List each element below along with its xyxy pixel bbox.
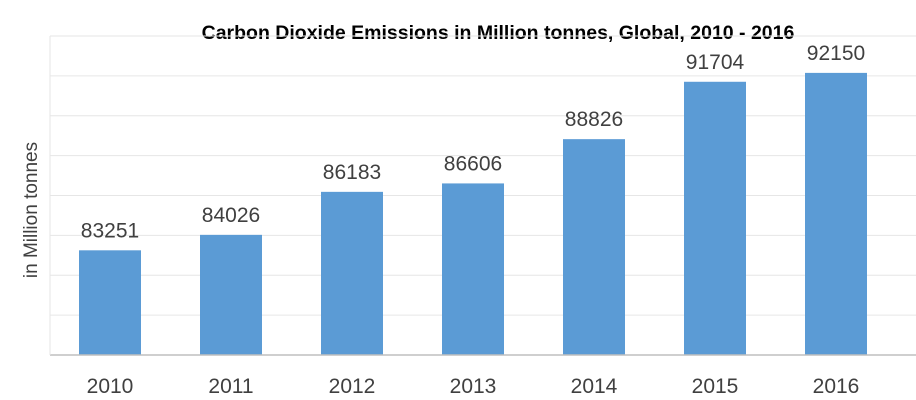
data-label-2016: 92150: [807, 42, 865, 65]
x-tick-label-2011: 2011: [208, 375, 253, 398]
data-label-2013: 86606: [444, 152, 502, 175]
x-tick-label-2012: 2012: [329, 375, 376, 398]
data-label-2011: 84026: [202, 204, 260, 227]
data-label-2010: 83251: [81, 219, 139, 242]
data-label-2015: 91704: [686, 51, 745, 74]
bar-2015: [684, 81, 746, 356]
x-tick-label-2010: 2010: [87, 375, 134, 398]
bar-2012: [321, 191, 383, 355]
bars: [79, 72, 867, 356]
x-tick-label-2014: 2014: [571, 375, 618, 398]
x-tick-label-2013: 2013: [450, 375, 497, 398]
bar-2011: [200, 234, 262, 355]
bar-2016: [805, 72, 867, 356]
data-labels: 83251 84026 86183 86606 88826 91704 92150: [81, 42, 865, 242]
x-tick-labels: 2010 2011 2012 2013 2014 2015 2016: [87, 375, 860, 398]
bar-2010: [79, 250, 141, 355]
bar-2013: [442, 183, 504, 355]
data-label-2014: 88826: [565, 108, 623, 131]
x-tick-label-2016: 2016: [813, 375, 860, 398]
chart-title: Carbon Dioxide Emissions in Million tonn…: [201, 22, 795, 44]
bar-2014: [563, 139, 625, 355]
data-label-2012: 86183: [323, 161, 381, 184]
x-tick-label-2015: 2015: [692, 375, 739, 398]
